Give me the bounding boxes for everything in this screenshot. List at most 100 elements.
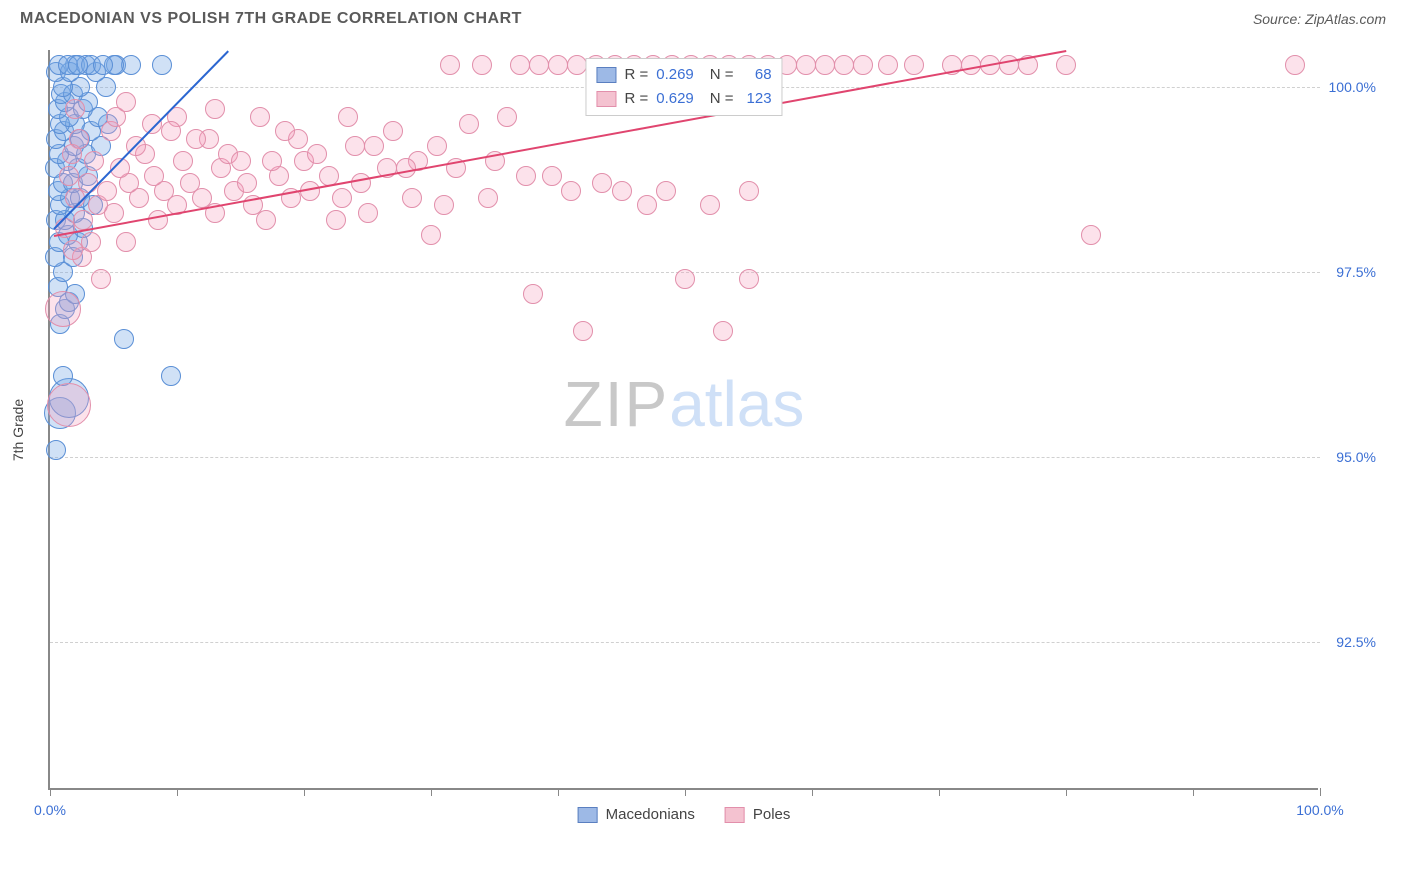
scatter-point	[73, 210, 93, 230]
scatter-point	[114, 329, 134, 349]
scatter-point	[542, 166, 562, 186]
watermark: ZIPatlas	[564, 367, 805, 441]
scatter-point	[307, 144, 327, 164]
legend-r-label: R =	[624, 87, 648, 111]
scatter-point	[427, 136, 447, 156]
scatter-point	[1056, 55, 1076, 75]
scatter-point	[637, 195, 657, 215]
scatter-point	[237, 173, 257, 193]
scatter-point	[421, 225, 441, 245]
scatter-point	[700, 195, 720, 215]
scatter-point	[78, 173, 98, 193]
scatter-point	[358, 203, 378, 223]
scatter-point	[121, 55, 141, 75]
scatter-point	[68, 55, 88, 75]
scatter-point	[161, 121, 181, 141]
scatter-point	[796, 55, 816, 75]
x-tick-label: 0.0%	[34, 802, 66, 818]
scatter-point	[440, 55, 460, 75]
scatter-point	[116, 232, 136, 252]
scatter-point	[180, 173, 200, 193]
scatter-point	[275, 121, 295, 141]
scatter-point	[97, 181, 117, 201]
legend-swatch	[596, 67, 616, 83]
x-tick	[812, 788, 813, 796]
scatter-point	[713, 321, 733, 341]
x-tick	[1320, 788, 1321, 796]
scatter-point	[46, 440, 66, 460]
series-legend: Macedonians Poles	[578, 806, 791, 823]
source-attribution: Source: ZipAtlas.com	[1253, 11, 1386, 27]
correlation-legend: R = 0.269 N = 68 R = 0.629 N = 123	[585, 58, 782, 116]
scatter-point	[231, 151, 251, 171]
x-tick	[939, 788, 940, 796]
scatter-point	[961, 55, 981, 75]
legend-r-label: R =	[624, 63, 648, 87]
scatter-point	[529, 55, 549, 75]
scatter-point	[434, 195, 454, 215]
scatter-point	[516, 166, 536, 186]
legend-label: Poles	[753, 806, 791, 823]
legend-row: R = 0.629 N = 123	[596, 87, 771, 111]
scatter-point	[144, 166, 164, 186]
x-tick-label: 100.0%	[1296, 802, 1343, 818]
x-tick	[304, 788, 305, 796]
scatter-point	[152, 55, 172, 75]
scatter-point	[62, 144, 82, 164]
y-tick-label: 92.5%	[1336, 634, 1376, 650]
legend-item[interactable]: Poles	[725, 806, 791, 823]
plot-region: ZIPatlas 92.5%95.0%97.5%100.0%0.0%100.0%…	[48, 50, 1318, 790]
scatter-point	[250, 107, 270, 127]
legend-label: Macedonians	[606, 806, 695, 823]
scatter-point	[523, 284, 543, 304]
scatter-point	[510, 55, 530, 75]
legend-n-label: N =	[710, 63, 734, 87]
scatter-point	[81, 232, 101, 252]
scatter-point	[478, 188, 498, 208]
scatter-point	[338, 107, 358, 127]
chart-area: 7th Grade ZIPatlas 92.5%95.0%97.5%100.0%…	[48, 50, 1378, 810]
x-tick	[558, 788, 559, 796]
scatter-point	[116, 92, 136, 112]
x-tick	[1066, 788, 1067, 796]
scatter-point	[1285, 55, 1305, 75]
scatter-point	[739, 269, 759, 289]
scatter-point	[47, 383, 91, 427]
legend-item[interactable]: Macedonians	[578, 806, 695, 823]
scatter-point	[205, 99, 225, 119]
legend-n-value: 68	[742, 63, 772, 87]
scatter-point	[148, 210, 168, 230]
scatter-point	[592, 173, 612, 193]
scatter-point	[364, 136, 384, 156]
scatter-point	[93, 55, 113, 75]
scatter-point	[656, 181, 676, 201]
scatter-point	[561, 181, 581, 201]
x-tick	[177, 788, 178, 796]
scatter-point	[91, 269, 111, 289]
scatter-point	[567, 55, 587, 75]
y-tick-label: 95.0%	[1336, 449, 1376, 465]
scatter-point	[45, 291, 81, 327]
scatter-point	[612, 181, 632, 201]
scatter-point	[65, 99, 85, 119]
scatter-point	[853, 55, 873, 75]
scatter-point	[326, 210, 346, 230]
x-tick	[50, 788, 51, 796]
scatter-point	[472, 55, 492, 75]
scatter-point	[675, 269, 695, 289]
y-tick-label: 100.0%	[1329, 79, 1376, 95]
legend-r-value: 0.269	[656, 63, 694, 87]
legend-row: R = 0.269 N = 68	[596, 63, 771, 87]
scatter-point	[548, 55, 568, 75]
scatter-point	[878, 55, 898, 75]
legend-r-value: 0.629	[656, 87, 694, 111]
scatter-point	[332, 188, 352, 208]
legend-n-label: N =	[710, 87, 734, 111]
x-tick	[431, 788, 432, 796]
y-axis-label: 7th Grade	[10, 399, 26, 461]
scatter-point	[186, 129, 206, 149]
scatter-point	[345, 136, 365, 156]
scatter-point	[142, 114, 162, 134]
legend-swatch	[578, 807, 598, 823]
legend-n-value: 123	[742, 87, 772, 111]
